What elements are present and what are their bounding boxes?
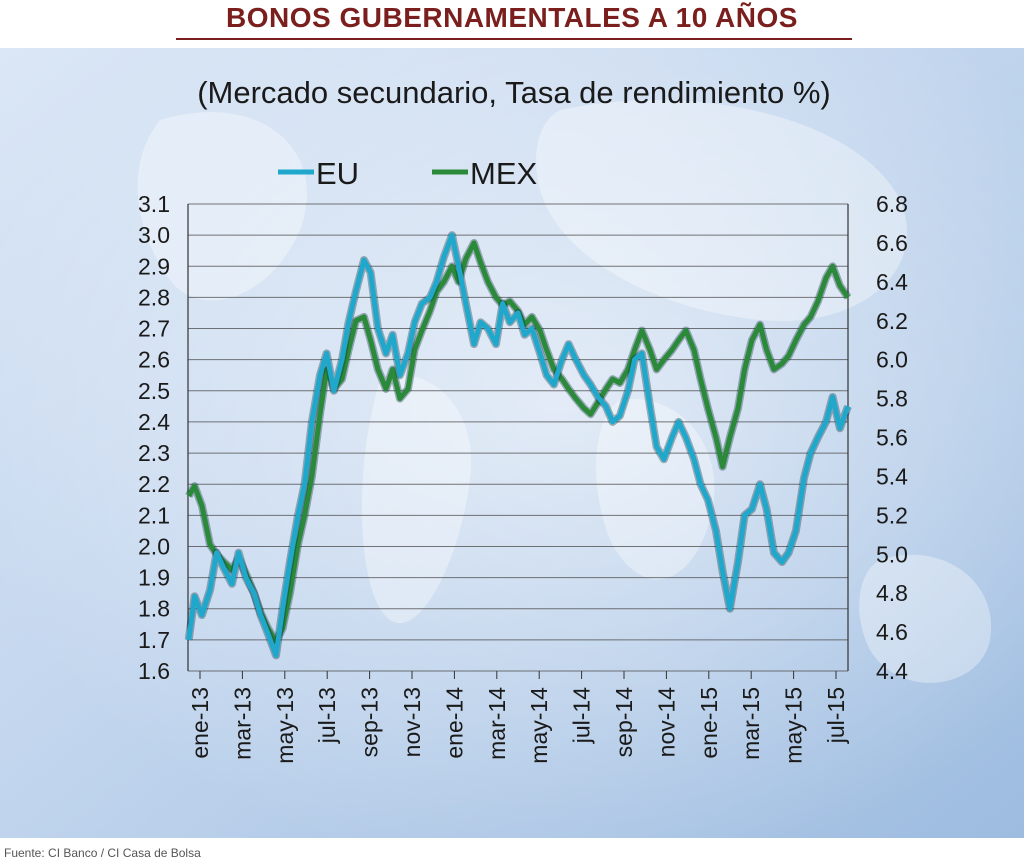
y-left-tick-label: 2.5 bbox=[138, 378, 170, 404]
series-line-eu bbox=[186, 232, 851, 658]
y-right-tick-label: 6.4 bbox=[876, 269, 908, 295]
y-left-tick-label: 2.9 bbox=[138, 253, 170, 279]
y-right-tick-label: 6.0 bbox=[876, 347, 908, 373]
y-right-tick-label: 5.0 bbox=[876, 541, 908, 567]
x-tick-label: mar-14 bbox=[484, 687, 510, 760]
y-axis-right: 4.4 4.6 4.8 5.0 5.2 5.4 5.6 5.8 6.0 6.2 6.4 6.6 6.8 bbox=[847, 191, 908, 684]
legend-label-eu: EU bbox=[316, 156, 359, 191]
y-right-tick-label: 5.8 bbox=[876, 386, 908, 412]
y-right-tick-label: 5.6 bbox=[876, 425, 908, 451]
x-tick-label: mar-13 bbox=[229, 687, 255, 760]
x-tick-label: ene-13 bbox=[187, 687, 213, 759]
source-note: Fuente: CI Banco / CI Casa de Bolsa bbox=[4, 846, 201, 860]
page-title: BONOS GUBERNAMENTALES A 10 AÑOS bbox=[226, 2, 798, 33]
y-right-tick-label: 4.8 bbox=[876, 580, 908, 606]
y-right-tick-label: 4.4 bbox=[876, 658, 908, 684]
y-right-tick-label: 6.6 bbox=[876, 230, 908, 256]
y-left-tick-label: 2.2 bbox=[138, 471, 170, 497]
y-left-tick-label: 2.8 bbox=[138, 284, 170, 310]
title-underline bbox=[176, 38, 852, 40]
y-left-tick-label: 1.8 bbox=[138, 596, 170, 622]
x-tick-label: sep-13 bbox=[357, 687, 383, 757]
x-tick-label: may-14 bbox=[526, 687, 552, 764]
y-right-tick-label: 6.8 bbox=[876, 191, 908, 217]
y-left-tick-label: 2.1 bbox=[138, 502, 170, 528]
y-axis-left: 1.6 1.7 1.8 1.9 2.0 2.1 2.2 2.3 2.4 2.5 2.6 2.7 2.8 2… bbox=[138, 191, 189, 684]
x-tick-label: jul-15 bbox=[823, 687, 849, 744]
legend-label-mex: MEX bbox=[470, 156, 538, 191]
x-tick-label: ene-15 bbox=[696, 687, 722, 759]
series-group bbox=[184, 231, 852, 660]
x-axis: ene-13 mar-13 may-13 jul-13 sep-13 nov-13 ene-… bbox=[187, 671, 849, 764]
y-right-tick-label: 4.6 bbox=[876, 619, 908, 645]
y-left-tick-label: 3.1 bbox=[138, 191, 170, 217]
x-tick-label: nov-13 bbox=[399, 687, 425, 757]
x-tick-label: sep-14 bbox=[611, 687, 637, 758]
y-left-tick-label: 2.7 bbox=[138, 316, 170, 342]
y-left-tick-label: 2.3 bbox=[138, 440, 170, 466]
y-left-tick-label: 1.9 bbox=[138, 565, 170, 591]
y-left-tick-label: 2.0 bbox=[138, 533, 170, 559]
x-tick-label: mar-15 bbox=[738, 687, 764, 760]
y-left-tick-label: 2.4 bbox=[138, 409, 170, 435]
x-tick-label: jul-13 bbox=[314, 687, 340, 744]
y-right-tick-label: 5.2 bbox=[876, 502, 908, 528]
x-tick-label: may-15 bbox=[781, 687, 807, 764]
legend: EU MEX bbox=[278, 156, 538, 191]
y-right-tick-label: 6.2 bbox=[876, 308, 908, 334]
y-right-tick-label: 5.4 bbox=[876, 463, 908, 489]
chart-subtitle: (Mercado secundario, Tasa de rendimiento… bbox=[197, 75, 831, 110]
y-left-tick-label: 1.7 bbox=[138, 627, 170, 653]
gridlines bbox=[188, 203, 848, 672]
background-glow bbox=[0, 48, 1024, 838]
y-left-tick-label: 3.0 bbox=[138, 222, 170, 248]
x-tick-label: nov-14 bbox=[653, 687, 679, 758]
x-tick-label: jul-14 bbox=[569, 687, 595, 744]
x-tick-label: ene-14 bbox=[441, 687, 467, 759]
y-left-tick-label: 1.6 bbox=[138, 658, 170, 684]
x-tick-label: may-13 bbox=[272, 687, 298, 764]
y-left-tick-label: 2.6 bbox=[138, 347, 170, 373]
plot-area: 1.6 1.7 1.8 1.9 2.0 2.1 2.2 2.3 2.4 2.5 2.6 2.7 2.8 2… bbox=[138, 191, 908, 764]
